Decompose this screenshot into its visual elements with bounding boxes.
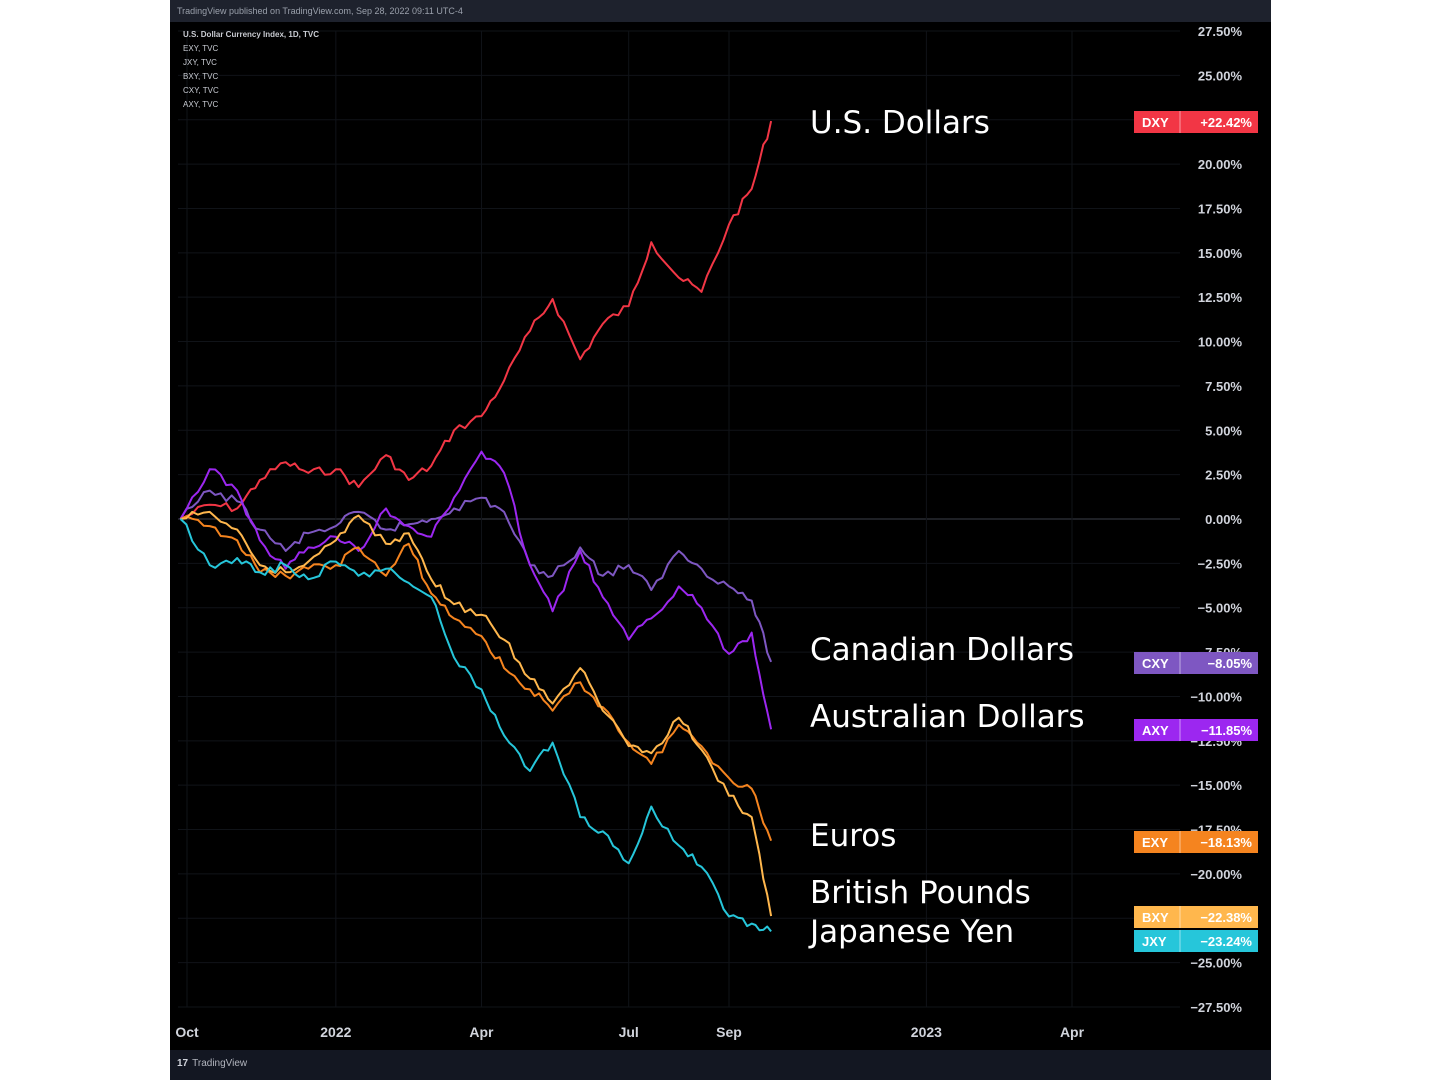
tradingview-brand[interactable]: 17 TradingView — [177, 1058, 247, 1069]
series-line-dxy — [180, 120, 773, 520]
y-tick-label: 7.50% — [1205, 379, 1242, 394]
price-tag-value: −22.38% — [1200, 910, 1252, 925]
price-tag-symbol: JXY — [1142, 934, 1167, 949]
price-tag-symbol: CXY — [1142, 656, 1169, 671]
y-tick-label: −5.00% — [1198, 601, 1243, 616]
symbol-legend: U.S. Dollar Currency Index, 1D, TVC EXY,… — [183, 28, 319, 112]
price-tag-cxy — [1134, 652, 1258, 674]
y-tick-label: 25.00% — [1198, 68, 1243, 83]
price-tag-exy — [1134, 831, 1258, 853]
chart-background — [170, 22, 1271, 1050]
y-tick-label: 20.00% — [1198, 157, 1243, 172]
y-tick-label: 12.50% — [1198, 290, 1243, 305]
tradingview-logo-icon: 17 — [177, 1058, 189, 1069]
y-tick-label: −27.50% — [1190, 1000, 1242, 1015]
x-tick-label: Apr — [1060, 1024, 1085, 1040]
y-tick-label: 2.50% — [1205, 468, 1242, 483]
price-tag-value: −11.85% — [1201, 723, 1252, 738]
published-bar: TradingView published on TradingView.com… — [170, 0, 1271, 22]
legend-line-dxy[interactable]: U.S. Dollar Currency Index, 1D, TVC — [183, 30, 320, 39]
y-tick-label: 5.00% — [1205, 423, 1242, 438]
x-tick-label: Sep — [716, 1024, 742, 1040]
price-tag-value: −8.05% — [1208, 656, 1253, 671]
series-label-jxy: Japanese Yen — [808, 914, 1014, 950]
y-tick-label: 15.00% — [1198, 246, 1243, 261]
y-tick-label: 17.50% — [1198, 201, 1243, 216]
y-tick-label: 10.00% — [1198, 335, 1243, 350]
price-tag-value: +22.42% — [1200, 115, 1252, 130]
y-tick-label: −25.00% — [1190, 956, 1242, 971]
y-tick-label: −20.00% — [1190, 867, 1242, 882]
price-tag-value: −23.24% — [1200, 934, 1252, 949]
series-line-exy — [180, 515, 773, 842]
price-tag-bxy — [1134, 906, 1258, 928]
price-tag-symbol: DXY — [1142, 115, 1169, 130]
series-label-cxy: Canadian Dollars — [810, 632, 1074, 668]
y-tick-label: −15.00% — [1190, 778, 1242, 793]
y-tick-label: 0.00% — [1205, 512, 1242, 527]
currency-chart[interactable]: 27.50%25.00%22.50%20.00%17.50%15.00%12.5… — [170, 22, 1271, 1050]
x-tick-label: Apr — [469, 1024, 494, 1040]
legend-line-axy[interactable]: AXY, TVC — [183, 100, 219, 109]
price-tag-symbol: BXY — [1142, 910, 1169, 925]
legend-line-bxy[interactable]: BXY, TVC — [183, 72, 219, 81]
y-tick-label: 27.50% — [1198, 24, 1243, 39]
x-tick-label: 2023 — [911, 1024, 942, 1040]
series-label-axy: Australian Dollars — [810, 699, 1085, 735]
y-tick-label: −2.50% — [1198, 556, 1243, 571]
legend-line-cxy[interactable]: CXY, TVC — [183, 86, 219, 95]
series-label-bxy: British Pounds — [810, 875, 1031, 911]
x-tick-label: 2022 — [320, 1024, 351, 1040]
legend-line-jxy[interactable]: JXY, TVC — [183, 58, 217, 67]
y-tick-label: −10.00% — [1190, 689, 1242, 704]
legend-line-exy[interactable]: EXY, TVC — [183, 44, 219, 53]
price-tag-jxy — [1134, 930, 1258, 952]
series-line-cxy — [179, 489, 773, 663]
x-tick-label: Jul — [619, 1024, 639, 1040]
price-tag-axy — [1134, 719, 1258, 741]
price-tag-symbol: EXY — [1142, 835, 1168, 850]
price-tag-value: −18.13% — [1200, 835, 1252, 850]
brand-name: TradingView — [192, 1058, 248, 1069]
series-line-axy — [179, 450, 773, 730]
series-label-dxy: U.S. Dollars — [810, 105, 990, 141]
x-tick-label: Oct — [175, 1024, 199, 1040]
series-line-jxy — [179, 518, 772, 933]
series-line-bxy — [180, 510, 773, 917]
footer-bar: 17 TradingView — [170, 1050, 1271, 1080]
price-tag-dxy — [1134, 111, 1258, 133]
series-label-exy: Euros — [810, 818, 896, 854]
price-tag-symbol: AXY — [1142, 723, 1169, 738]
chart-frame: TradingView published on TradingView.com… — [170, 0, 1271, 1080]
